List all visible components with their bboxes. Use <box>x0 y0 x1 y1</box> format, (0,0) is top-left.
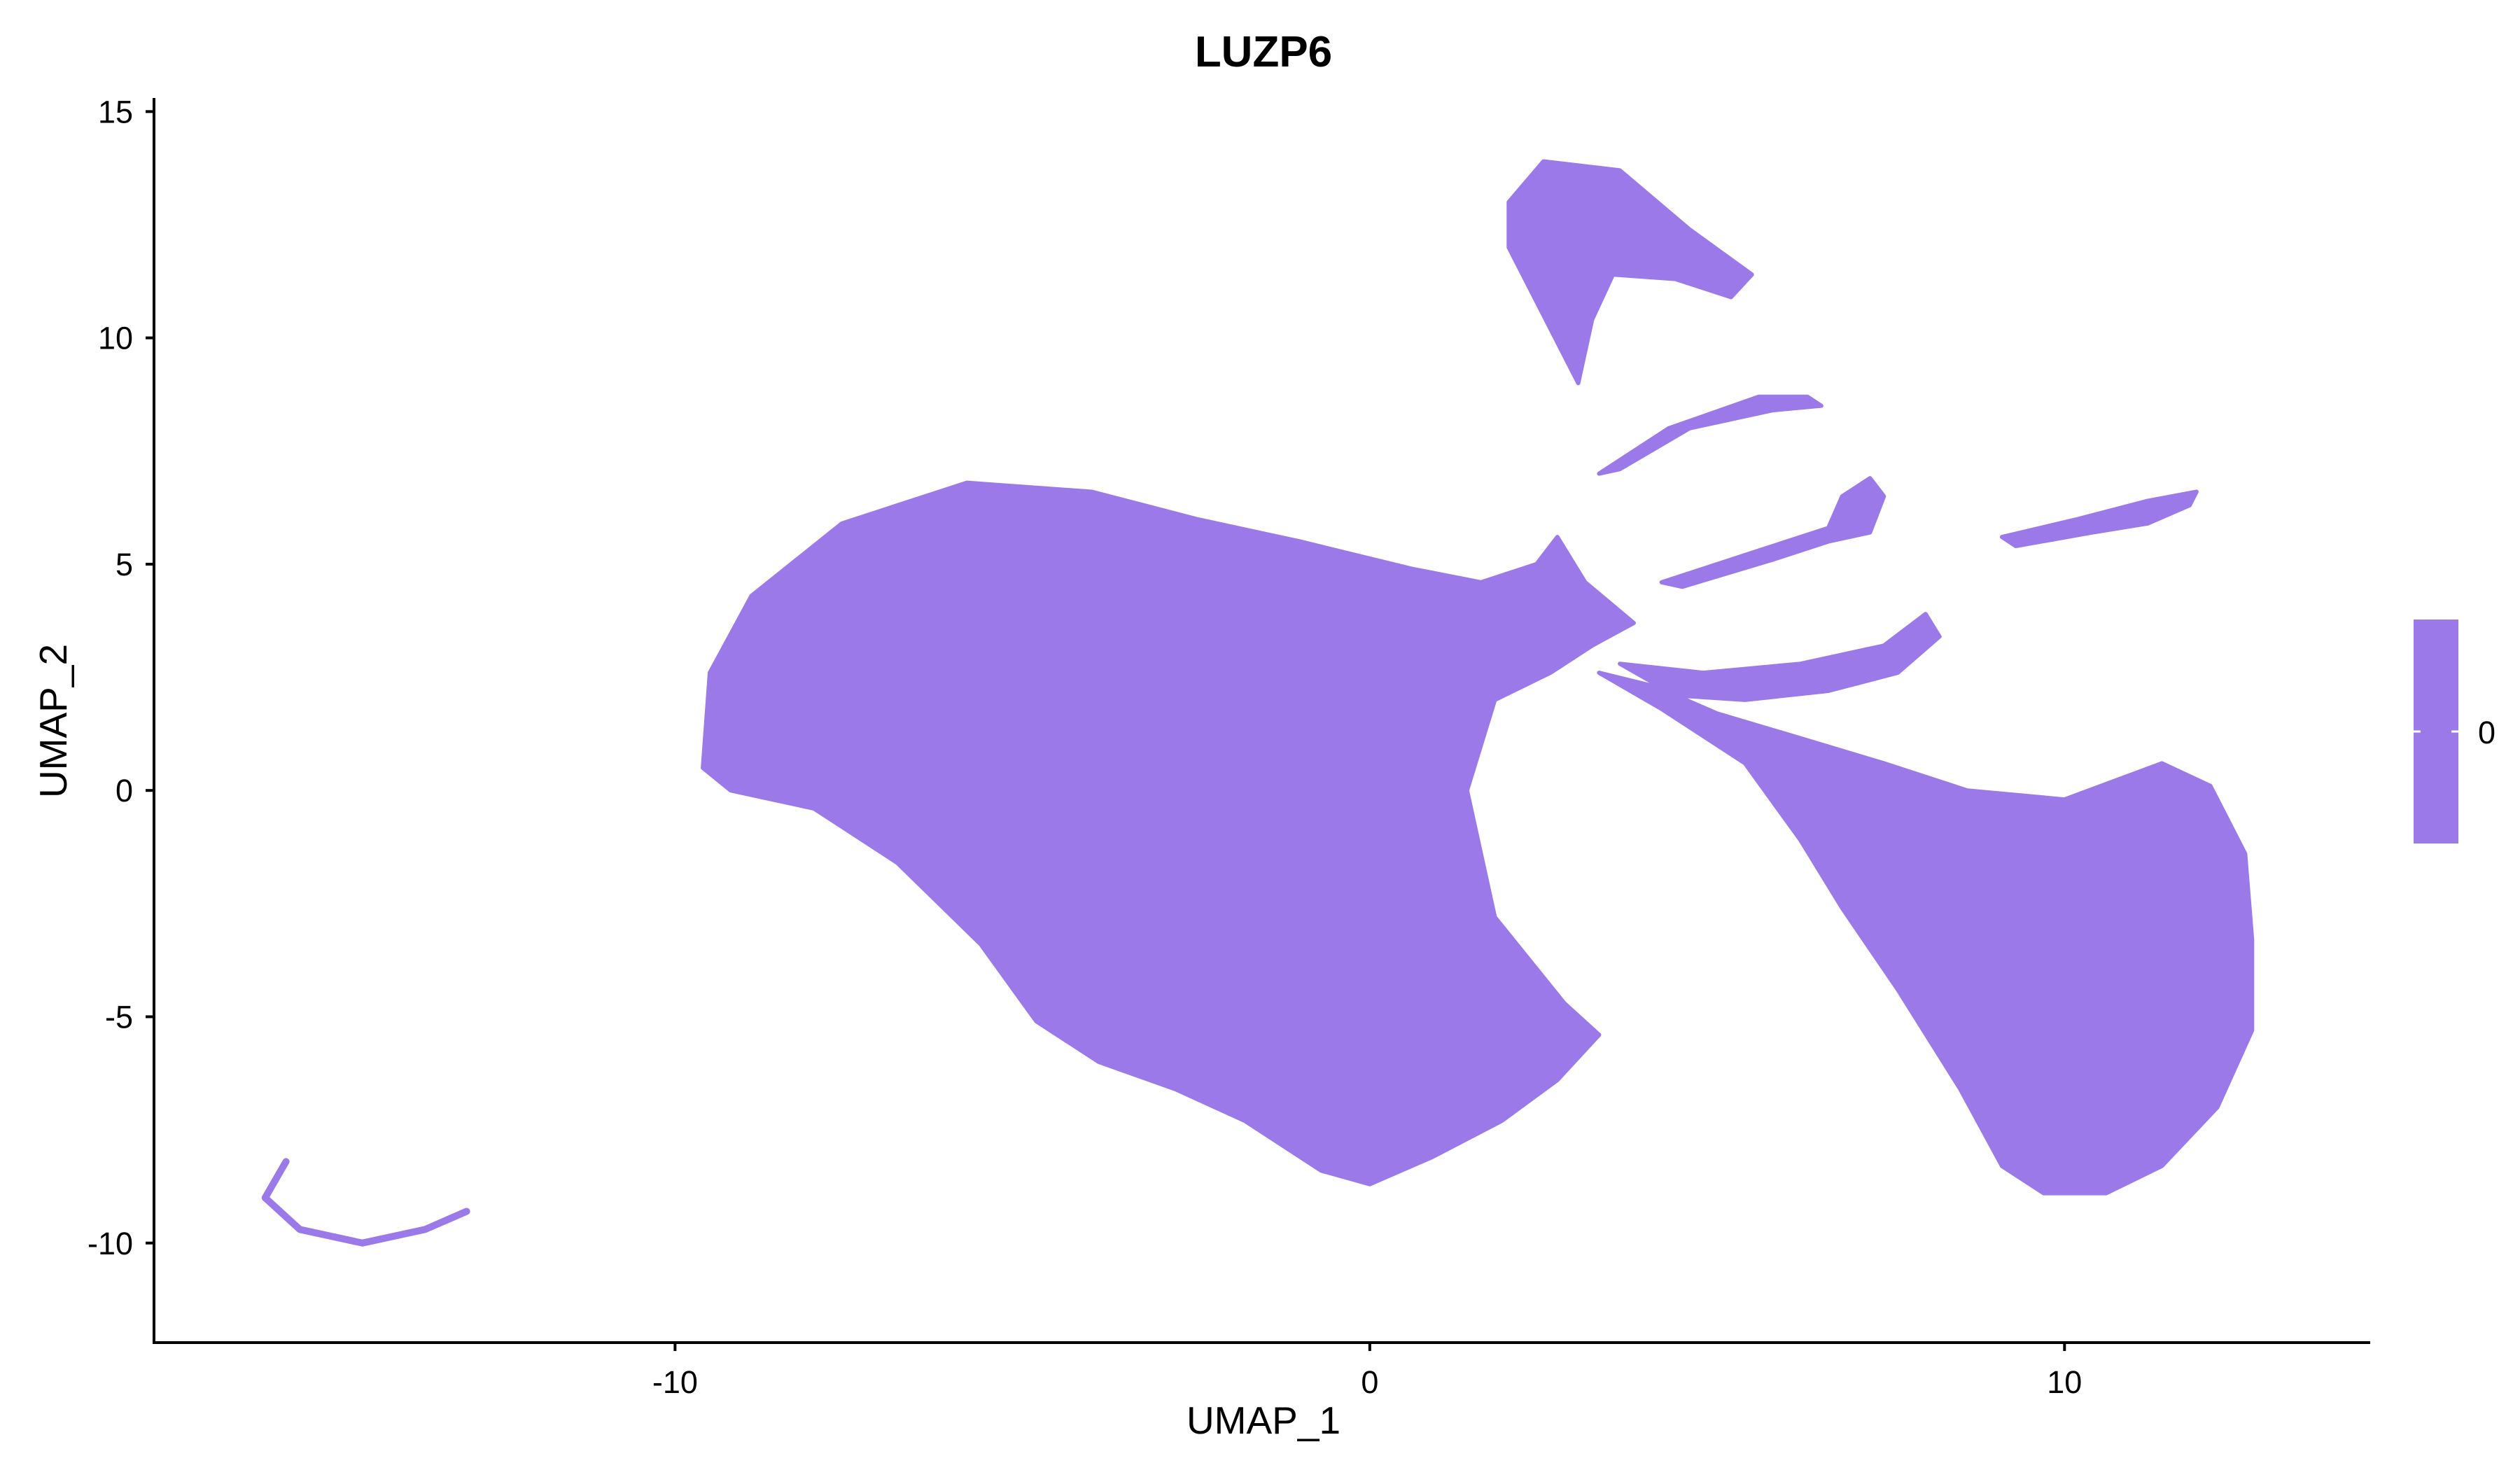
legend-colorbar <box>2414 620 2458 844</box>
cell-cluster-region-4 <box>1597 394 1823 476</box>
x-tick-label: 10 <box>2047 1364 2082 1400</box>
cell-cluster-region-6 <box>2000 489 2199 549</box>
x-ticks: -10 0 10 <box>652 1343 2082 1400</box>
cell-cluster-region-3 <box>1506 159 1754 386</box>
cell-cluster-arc-7 <box>261 1158 470 1247</box>
y-tick-label: 10 <box>98 321 133 356</box>
x-axis-label: UMAP_1 <box>1186 1399 1340 1442</box>
y-tick-label: 0 <box>115 773 133 808</box>
y-tick-label: 15 <box>98 94 133 130</box>
cell-points-layer <box>261 159 2255 1247</box>
cell-cluster-region-1 <box>1597 671 2255 1196</box>
y-tick-label: -10 <box>88 1226 133 1261</box>
x-tick-label: 0 <box>1361 1364 1378 1400</box>
legend: 0 <box>2414 620 2496 844</box>
cell-cluster-region-2 <box>1618 612 1942 702</box>
chart-title: LUZP6 <box>1195 28 1332 76</box>
y-ticks: -10 -5 0 5 10 15 <box>88 94 154 1261</box>
legend-label: 0 <box>2478 715 2496 750</box>
y-tick-label: 5 <box>115 547 133 582</box>
x-tick-label: -10 <box>652 1364 698 1400</box>
y-tick-label: -5 <box>105 999 133 1035</box>
cell-cluster-region-5 <box>1659 476 1886 589</box>
cell-cluster-region-0 <box>701 480 1636 1186</box>
y-axis-label: UMAP_2 <box>31 644 75 798</box>
